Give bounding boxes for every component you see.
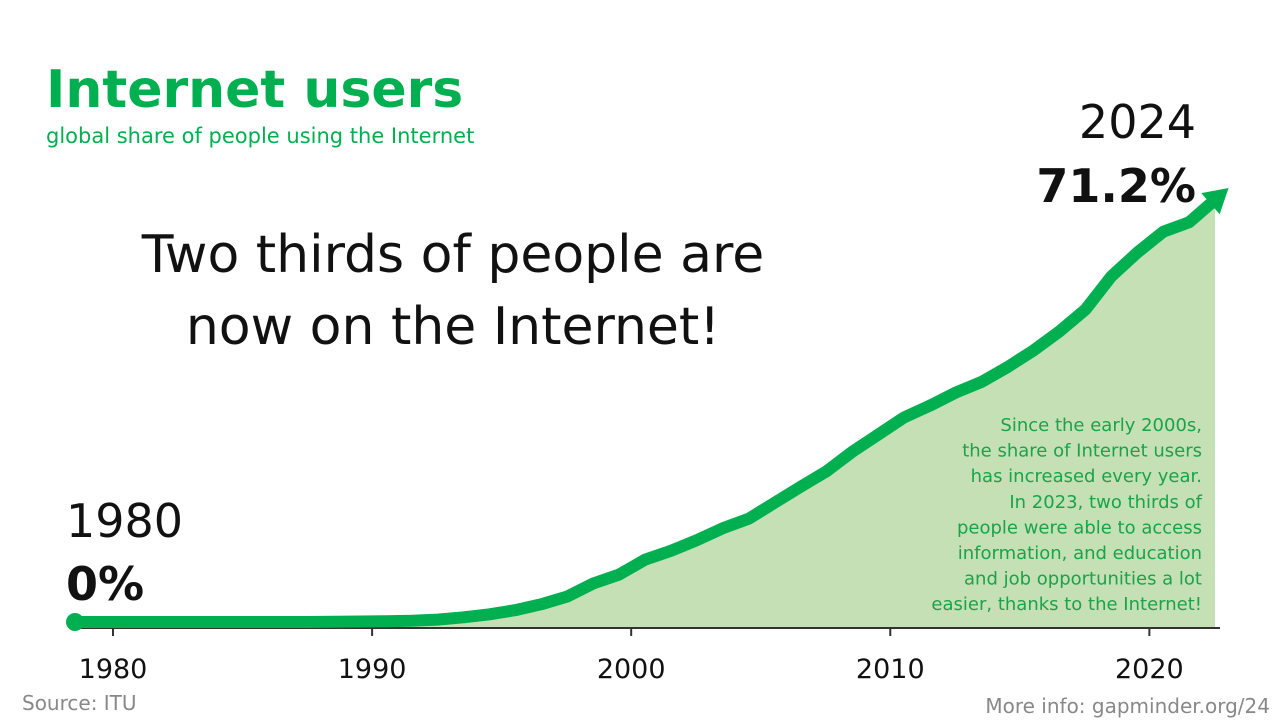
- annotation: people were able to access: [957, 517, 1202, 538]
- annotation: information, and education: [958, 543, 1202, 564]
- x-tick-label: 2010: [856, 654, 925, 685]
- headline: now on the Internet!: [186, 297, 720, 357]
- start-dot: [66, 613, 84, 631]
- x-tick-label: 2020: [1115, 654, 1184, 685]
- end-value: 71.2%: [1036, 159, 1196, 213]
- x-tick-label: 1990: [338, 654, 407, 685]
- arrow-head: [1201, 187, 1229, 215]
- start-year: 1980: [66, 494, 183, 548]
- source: Source: ITU: [22, 691, 137, 715]
- annotation: Since the early 2000s,: [1000, 415, 1202, 436]
- x-tick-label: 1980: [79, 654, 148, 685]
- annotation: has increased every year.: [971, 466, 1202, 487]
- chart-title: Internet users: [46, 60, 463, 120]
- headline: Two thirds of people are: [141, 225, 764, 285]
- end-year: 2024: [1079, 95, 1196, 149]
- annotation: easier, thanks to the Internet!: [931, 594, 1202, 615]
- more-info: More info: gapminder.org/24: [985, 694, 1270, 718]
- annotation: the share of Internet users: [962, 441, 1202, 462]
- annotation: In 2023, two thirds of: [1009, 492, 1202, 513]
- x-tick-label: 2000: [597, 654, 666, 685]
- chart-subtitle: global share of people using the Interne…: [46, 124, 474, 148]
- start-value: 0%: [66, 557, 144, 611]
- line: [75, 195, 1219, 628]
- annotation: and job opportunities a lot: [964, 569, 1202, 590]
- area: [75, 199, 1215, 629]
